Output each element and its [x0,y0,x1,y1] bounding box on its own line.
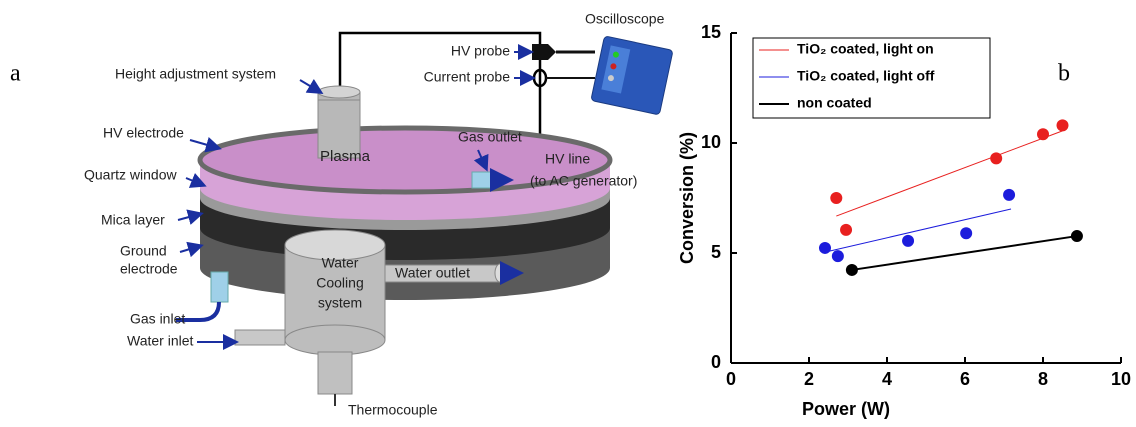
x-tick-label: 4 [882,369,892,389]
label: Height adjustment system [115,66,276,82]
x-axis-label: Power (W) [802,399,890,419]
height-rod-top [318,86,360,98]
arrow [180,246,200,252]
arrow [300,80,320,92]
legend-label: non coated [797,95,872,111]
label: Current probe [424,69,511,85]
panel-label: b [1058,61,1070,87]
point [840,224,852,236]
y-tick-label: 0 [711,352,721,372]
point [1057,119,1069,131]
label: Mica layer [101,212,165,228]
diagram: a [10,11,673,418]
point [1003,189,1015,201]
point [846,264,858,276]
point [819,242,831,254]
point [902,235,914,247]
x-tick-label: 10 [1111,369,1131,389]
label: HV line [545,151,590,167]
y-tick-label: 10 [701,132,721,152]
label: Water inlet [127,333,194,349]
point [960,227,972,239]
chart: b Power (W) Conversion (%) 0 5 10 15 0 2 4 6 8 10… [677,22,1131,419]
label: Quartz window [84,167,177,183]
thermocouple-rod [318,352,352,394]
gas-inlet-pipe [211,272,228,302]
oscilloscope-icon [591,36,673,115]
fit-line [826,209,1011,252]
x-tick-label: 6 [960,369,970,389]
point [1071,230,1083,242]
point [830,192,842,204]
pipe-end [495,264,505,282]
y-tick-label: 15 [701,22,721,42]
label: system [318,295,362,311]
cooling-bottom [285,325,385,355]
label: Water outlet [395,265,470,281]
panel-label: a [10,61,21,87]
label: Ground [120,243,167,259]
hv-probe-icon [532,44,556,60]
x-tick-label: 2 [804,369,814,389]
fit-line [836,131,1062,216]
label: HV probe [451,43,510,59]
x-tick-label: 0 [726,369,736,389]
label: Gas inlet [130,311,185,327]
legend-label: TiO₂ coated, light off [797,68,935,84]
point [1037,128,1049,140]
fit-line [852,236,1077,270]
label: Thermocouple [348,402,438,418]
water-inlet-pipe [235,330,285,345]
y-axis-label: Conversion (%) [677,132,697,264]
figure: a [0,0,1136,427]
label: Water [322,255,359,271]
arrow [190,140,218,148]
point [990,152,1002,164]
point [832,250,844,262]
y-tick-label: 5 [711,242,721,262]
label: Plasma [320,148,371,165]
label: (to AC generator) [530,173,637,189]
label: electrode [120,261,178,277]
gas-outlet-pipe [472,172,494,188]
label: Cooling [316,275,363,291]
label: HV electrode [103,125,184,141]
arrow [178,214,200,220]
label: Oscilloscope [585,11,665,27]
x-tick-label: 8 [1038,369,1048,389]
label: Gas outlet [458,129,522,145]
legend-label: TiO₂ coated, light on [797,41,934,57]
